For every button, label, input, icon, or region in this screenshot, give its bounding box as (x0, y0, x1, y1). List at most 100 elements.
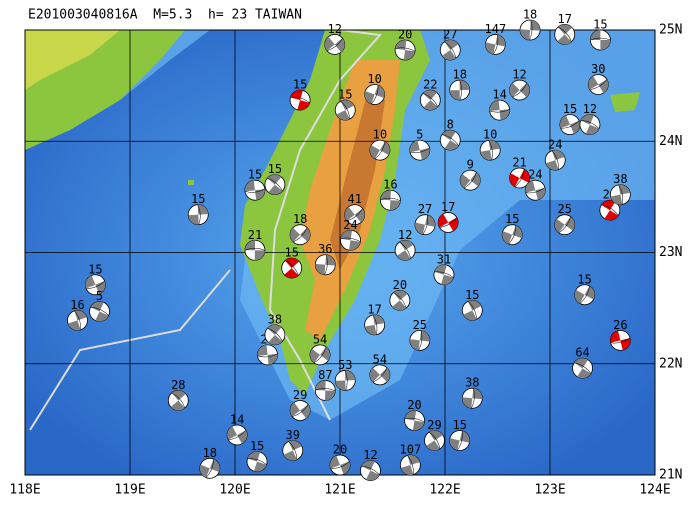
x-tick-label: 119E (114, 483, 145, 498)
beachball-plane (601, 204, 619, 216)
beachball-plane (422, 93, 438, 107)
beachball-quadrant (400, 454, 420, 475)
beachball-quadrant (442, 40, 459, 60)
beachball-plane (247, 458, 267, 465)
beachball-plane (580, 120, 600, 129)
beachball-quadrant (245, 180, 265, 201)
focal-mechanism (509, 167, 530, 189)
depth-label: 107 (400, 442, 422, 456)
beachball-plane (489, 109, 510, 113)
focal-mechanism (609, 329, 631, 351)
focal-mechanism (394, 39, 416, 61)
focal-mechanism (334, 370, 356, 391)
beachball-quadrant (67, 310, 88, 331)
beachball-quadrant (525, 180, 546, 200)
beachball-plane (340, 237, 361, 243)
beachball-quadrant (610, 330, 631, 351)
beachball-quadrant (588, 75, 609, 94)
x-tick-label: 118E (9, 483, 40, 498)
beachball-quadrant (364, 314, 385, 335)
focal-mechanism (246, 451, 268, 473)
focal-mechanism (67, 309, 88, 331)
depth-label: 20 (393, 278, 407, 292)
focal-mechanism (461, 299, 483, 321)
beachball-plane (428, 431, 441, 449)
depth-label: 18 (203, 446, 217, 460)
depth-label: 15 (88, 262, 102, 276)
depth-label: 12 (328, 22, 342, 36)
depth-label: 12 (398, 228, 412, 242)
focal-mechanism (187, 204, 209, 226)
beachball-quadrant (580, 114, 600, 135)
depth-label: 15 (191, 192, 205, 206)
beachball-plane (346, 208, 363, 222)
depth-label: 9 (467, 158, 474, 172)
depth-label: 15 (250, 439, 264, 453)
focal-mechanism (484, 34, 506, 55)
beachball-quadrant (557, 24, 573, 45)
focal-mechanism (289, 400, 311, 421)
beachball-quadrant (199, 459, 220, 478)
focal-mechanism (167, 390, 189, 411)
beachball-plane (618, 184, 624, 205)
beachball-plane (459, 79, 462, 101)
depth-label: 29 (293, 388, 307, 402)
depth-label: 38 (613, 172, 627, 186)
depth-label: 28 (171, 378, 185, 392)
beachball-quadrant (324, 36, 345, 53)
depth-label: 17 (441, 200, 455, 214)
beachball-quadrant (502, 225, 523, 245)
beachball-quadrant (560, 115, 580, 134)
focal-mechanism (424, 430, 445, 451)
depth-label: 25 (413, 318, 427, 332)
beachball-quadrant (369, 141, 390, 159)
depth-label: 10 (367, 72, 381, 86)
beachball-plane (467, 301, 477, 320)
focal-mechanism (572, 357, 593, 379)
depth-label: 54 (313, 332, 327, 346)
depth-label: 27 (443, 28, 457, 42)
focal-mechanism (289, 89, 311, 111)
beachball-plane (407, 455, 414, 475)
depth-label: 39 (286, 428, 300, 442)
beachball-quadrant (90, 301, 109, 322)
beachball-quadrant (335, 370, 356, 391)
depth-label: 17 (557, 12, 571, 26)
focal-mechanism (574, 284, 596, 306)
focal-mechanism (329, 454, 351, 476)
focal-mechanism (257, 344, 278, 366)
focal-mechanism (554, 24, 576, 45)
beachball-quadrant (396, 240, 414, 261)
beachball-quadrant (404, 410, 425, 431)
beachball-plane (434, 271, 454, 278)
focal-mechanism (324, 34, 346, 55)
beachball-plane (514, 169, 525, 187)
focal-mechanism (334, 99, 356, 121)
x-tick-label: 123E (534, 483, 565, 498)
beachball-plane (610, 337, 631, 344)
beachball-plane (395, 47, 416, 52)
depth-label: 30 (591, 62, 605, 76)
focal-mechanism (399, 454, 421, 476)
focal-mechanism (394, 239, 416, 261)
beachball-quadrant (441, 130, 459, 151)
depth-label: 20 (407, 398, 421, 412)
beachball-plane (205, 459, 214, 478)
depth-label: 31 (437, 252, 451, 266)
focal-mechanism (579, 114, 601, 135)
depth-label: 16 (383, 178, 397, 192)
focal-mechanism (89, 301, 110, 322)
beachball-quadrant (426, 430, 443, 451)
beachball-quadrant (434, 264, 454, 285)
beachball-plane (574, 362, 592, 374)
beachball-plane (557, 26, 572, 42)
focal-mechanism (524, 179, 546, 201)
focal-mechanism (244, 179, 266, 201)
beachball-quadrant (409, 330, 430, 351)
focal-mechanism (437, 212, 459, 233)
depth-label: 18 (293, 212, 307, 226)
beachball-plane (244, 248, 266, 251)
focal-mechanism (479, 139, 501, 161)
depth-label: 29 (427, 418, 441, 432)
